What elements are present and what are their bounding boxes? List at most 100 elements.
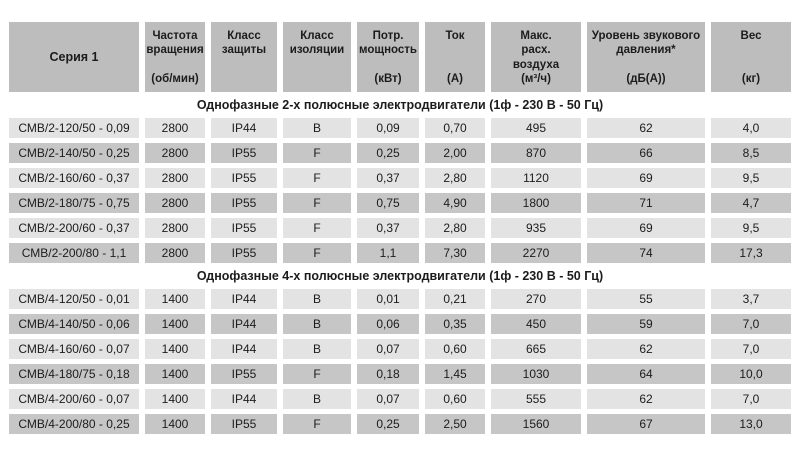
row-2-5-cell-power: 0,07 bbox=[357, 389, 419, 409]
header-label-current: Ток bbox=[445, 30, 465, 42]
row-2-4-cell-speed: 1400 bbox=[145, 364, 205, 384]
row-2-2-cell-airflow: 450 bbox=[491, 314, 581, 334]
row-2-2-cell-protection-class: IP44 bbox=[211, 314, 277, 334]
header-label-power: Потр. мощность bbox=[359, 30, 417, 57]
row-2-5-cell-weight: 7,0 bbox=[711, 389, 791, 409]
row-2-2-cell-insulation-class: B bbox=[283, 314, 351, 334]
row-1-5-cell-speed: 2800 bbox=[145, 218, 205, 238]
row-2-5-cell-speed: 1400 bbox=[145, 389, 205, 409]
section-title-1: Однофазные 2-х полюсные электродвигатели… bbox=[9, 97, 791, 113]
row-1-6-cell-current: 7,30 bbox=[425, 243, 485, 263]
row-1-3-cell-current: 2,80 bbox=[425, 168, 485, 188]
row-2-6-cell-protection-class: IP55 bbox=[211, 414, 277, 434]
row-1-1-cell-insulation-class: B bbox=[283, 118, 351, 138]
row-1-5-cell-series: СМВ/2-200/60 - 0,37 bbox=[9, 218, 139, 238]
motor-spec-table: Серия 1 Частота вращения (об/мин) Класс защ… bbox=[9, 22, 791, 434]
row-1-3-cell-protection-class: IP55 bbox=[211, 168, 277, 188]
row-2-5-cell-sound-level: 62 bbox=[587, 389, 705, 409]
row-2-1-cell-insulation-class: B bbox=[283, 289, 351, 309]
row-2-6-cell-series: СМВ/4-200/80 - 0,25 bbox=[9, 414, 139, 434]
row-1-5-cell-sound-level: 69 bbox=[587, 218, 705, 238]
row-1-5-cell-insulation-class: F bbox=[283, 218, 351, 238]
row-1-4-cell-weight: 4,7 bbox=[711, 193, 791, 213]
row-2-1-cell-current: 0,21 bbox=[425, 289, 485, 309]
row-1-3-cell-speed: 2800 bbox=[145, 168, 205, 188]
row-2-3-cell-series: СМВ/4-160/60 - 0,07 bbox=[9, 339, 139, 359]
row-2-1-cell-sound-level: 55 bbox=[587, 289, 705, 309]
row-2-1-cell-protection-class: IP44 bbox=[211, 289, 277, 309]
header-cell-current: Ток (А) bbox=[425, 22, 485, 92]
row-2-1-cell-speed: 1400 bbox=[145, 289, 205, 309]
row-2-6-cell-insulation-class: F bbox=[283, 414, 351, 434]
row-2-5-cell-airflow: 555 bbox=[491, 389, 581, 409]
row-2-1-cell-series: СМВ/4-120/50 - 0,01 bbox=[9, 289, 139, 309]
header-cell-protection-class: Класс защиты bbox=[211, 22, 277, 92]
row-2-6-cell-power: 0,25 bbox=[357, 414, 419, 434]
row-1-2-cell-sound-level: 66 bbox=[587, 143, 705, 163]
row-1-1-cell-protection-class: IP44 bbox=[211, 118, 277, 138]
row-2-3-cell-speed: 1400 bbox=[145, 339, 205, 359]
row-2-4-cell-insulation-class: F bbox=[283, 364, 351, 384]
row-1-6-cell-insulation-class: F bbox=[283, 243, 351, 263]
header-cell-power: Потр. мощность (кВт) bbox=[357, 22, 419, 92]
header-label-series: Серия 1 bbox=[49, 49, 99, 64]
row-2-4-cell-power: 0,18 bbox=[357, 364, 419, 384]
row-1-6-cell-speed: 2800 bbox=[145, 243, 205, 263]
row-1-4-cell-speed: 2800 bbox=[145, 193, 205, 213]
row-1-4-cell-insulation-class: F bbox=[283, 193, 351, 213]
header-unit-speed: (об/мин) bbox=[151, 72, 199, 85]
row-1-3-cell-airflow: 1120 bbox=[491, 168, 581, 188]
section-title-2: Однофазные 4-х полюсные электродвигатели… bbox=[9, 268, 791, 284]
row-2-5-cell-protection-class: IP44 bbox=[211, 389, 277, 409]
row-1-3-cell-sound-level: 69 bbox=[587, 168, 705, 188]
row-2-5-cell-insulation-class: B bbox=[283, 389, 351, 409]
row-1-2-cell-insulation-class: F bbox=[283, 143, 351, 163]
row-1-2-cell-speed: 2800 bbox=[145, 143, 205, 163]
header-cell-weight: Вес (кг) bbox=[711, 22, 791, 92]
row-2-1-cell-power: 0,01 bbox=[357, 289, 419, 309]
header-label-protection-class: Класс защиты bbox=[221, 30, 267, 57]
header-label-weight: Вес bbox=[740, 30, 762, 42]
row-2-3-cell-sound-level: 62 bbox=[587, 339, 705, 359]
row-2-6-cell-weight: 13,0 bbox=[711, 414, 791, 434]
row-1-3-cell-insulation-class: F bbox=[283, 168, 351, 188]
row-1-1-cell-weight: 4,0 bbox=[711, 118, 791, 138]
row-1-5-cell-airflow: 935 bbox=[491, 218, 581, 238]
header-label-speed: Частота вращения bbox=[146, 30, 204, 57]
row-2-4-cell-weight: 10,0 bbox=[711, 364, 791, 384]
header-label-insulation-class: Класс изоляции bbox=[289, 30, 345, 57]
row-1-4-cell-sound-level: 71 bbox=[587, 193, 705, 213]
row-1-1-cell-series: СМВ/2-120/50 - 0,09 bbox=[9, 118, 139, 138]
row-2-4-cell-airflow: 1030 bbox=[491, 364, 581, 384]
row-2-3-cell-current: 0,60 bbox=[425, 339, 485, 359]
row-1-5-cell-weight: 9,5 bbox=[711, 218, 791, 238]
row-1-4-cell-series: СМВ/2-180/75 - 0,75 bbox=[9, 193, 139, 213]
header-label-airflow: Макс. расх. воздуха bbox=[512, 30, 560, 71]
row-1-1-cell-airflow: 495 bbox=[491, 118, 581, 138]
row-1-6-cell-weight: 17,3 bbox=[711, 243, 791, 263]
row-1-3-cell-power: 0,37 bbox=[357, 168, 419, 188]
row-2-2-cell-current: 0,35 bbox=[425, 314, 485, 334]
row-2-3-cell-insulation-class: B bbox=[283, 339, 351, 359]
header-cell-speed: Частота вращения (об/мин) bbox=[145, 22, 205, 92]
header-cell-series: Серия 1 bbox=[9, 22, 139, 92]
row-1-6-cell-airflow: 2270 bbox=[491, 243, 581, 263]
row-2-6-cell-speed: 1400 bbox=[145, 414, 205, 434]
row-2-3-cell-airflow: 665 bbox=[491, 339, 581, 359]
row-2-4-cell-series: СМВ/4-180/75 - 0,18 bbox=[9, 364, 139, 384]
row-1-4-cell-power: 0,75 bbox=[357, 193, 419, 213]
header-cell-airflow: Макс. расх. воздуха (м³/ч) bbox=[491, 22, 581, 92]
row-2-6-cell-airflow: 1560 bbox=[491, 414, 581, 434]
row-2-3-cell-power: 0,07 bbox=[357, 339, 419, 359]
row-1-4-cell-protection-class: IP55 bbox=[211, 193, 277, 213]
row-1-2-cell-series: СМВ/2-140/50 - 0,25 bbox=[9, 143, 139, 163]
row-1-1-cell-speed: 2800 bbox=[145, 118, 205, 138]
row-2-5-cell-current: 0,60 bbox=[425, 389, 485, 409]
row-2-2-cell-power: 0,06 bbox=[357, 314, 419, 334]
row-1-2-cell-current: 2,00 bbox=[425, 143, 485, 163]
row-1-6-cell-sound-level: 74 bbox=[587, 243, 705, 263]
row-1-4-cell-current: 4,90 bbox=[425, 193, 485, 213]
row-2-2-cell-series: СМВ/4-140/50 - 0,06 bbox=[9, 314, 139, 334]
row-2-4-cell-current: 1,45 bbox=[425, 364, 485, 384]
